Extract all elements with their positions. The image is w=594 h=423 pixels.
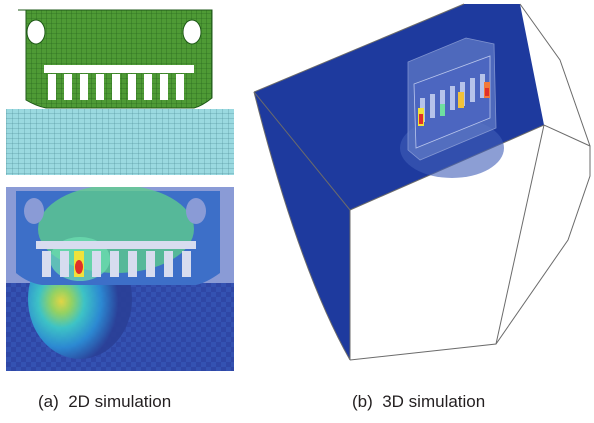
panel-b-3d <box>244 0 594 372</box>
wireframe-edges <box>253 3 591 361</box>
mesh-hole-left <box>26 19 46 45</box>
panel-a-result <box>6 187 234 371</box>
model-blue-face <box>254 4 544 360</box>
result-teeth <box>42 251 191 277</box>
result-hole-right <box>186 198 206 224</box>
mesh-hole-right <box>182 19 202 45</box>
substrate-mesh <box>6 109 234 175</box>
stress-result-svg <box>6 187 234 371</box>
mesh-slot <box>44 65 194 73</box>
embedded-device <box>400 37 504 178</box>
hotspot-core <box>75 260 83 274</box>
result-hole-left <box>24 198 44 224</box>
mesh-model-svg <box>6 9 234 175</box>
result-slot <box>36 241 196 249</box>
model-3d-svg <box>253 3 591 361</box>
caption-a: (a) 2D simulation <box>38 392 172 411</box>
panel-a-mesh <box>6 8 234 176</box>
caption-b: (b) 3D simulation <box>352 392 486 411</box>
mesh-teeth <box>48 74 184 100</box>
